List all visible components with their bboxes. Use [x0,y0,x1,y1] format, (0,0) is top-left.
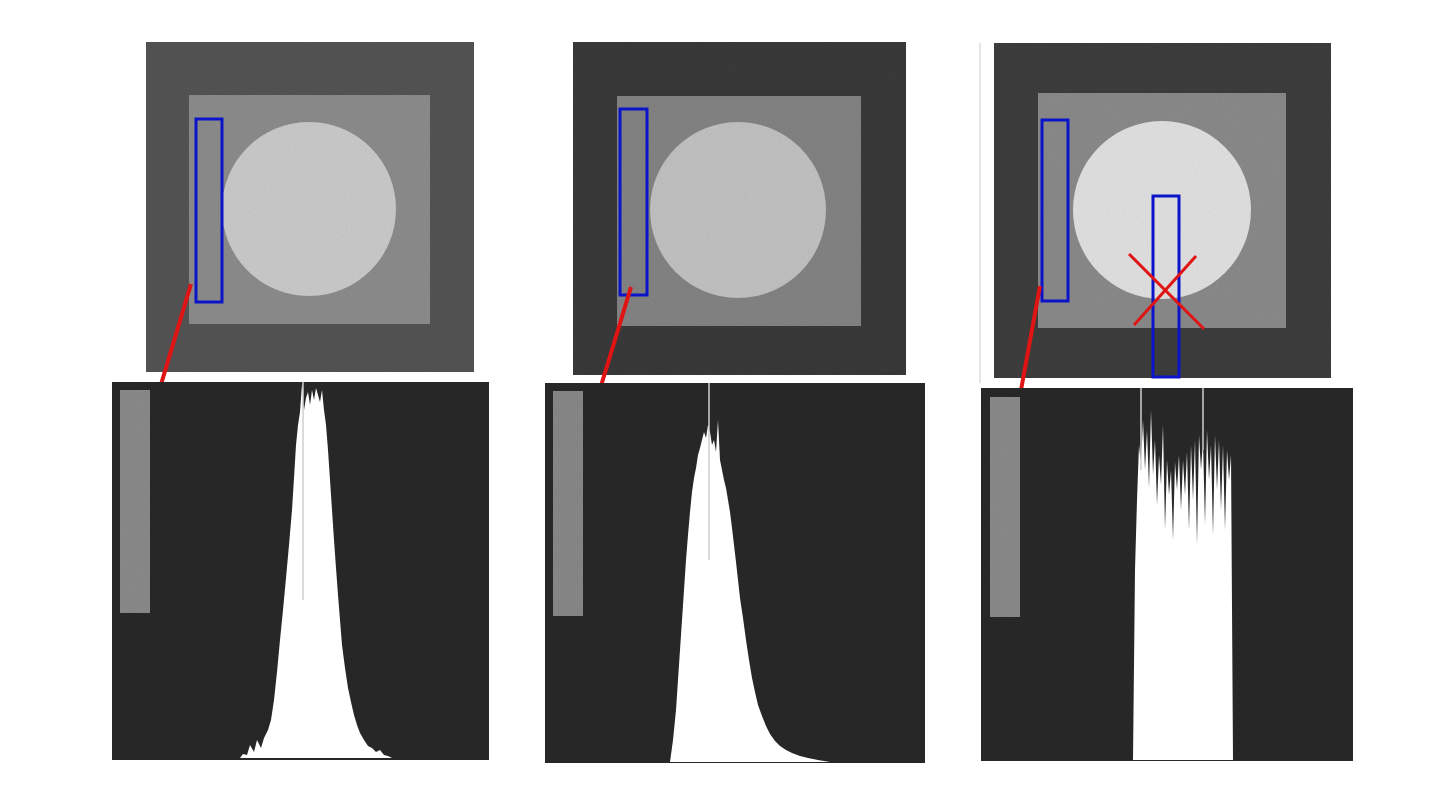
phantom-image-left [146,42,474,372]
phantom-circle [650,122,826,298]
reject-cross-mark [1127,252,1206,331]
panel-right [979,43,1353,761]
roi-strip-thumbnail [120,390,150,613]
roi-box-rejected [1151,194,1181,379]
phantom-image-middle [573,42,906,375]
roi-box-sample [194,117,224,304]
histogram-fill [240,384,392,758]
roi-strip-thumbnail [553,391,583,616]
phantom-circle [1073,121,1251,299]
panel-middle [545,42,925,763]
histogram-right [981,388,1353,761]
phantom-circle [222,122,396,296]
phantom-image-right [994,43,1331,378]
roi-strip-thumbnail [990,397,1020,617]
roi-box-sample [618,107,649,297]
histogram-fill [1133,410,1233,760]
histogram-left [112,382,489,760]
histogram-middle [545,383,925,763]
roi-box-sample [1040,118,1070,303]
histogram-fill [670,420,830,762]
panel-left [112,42,489,760]
